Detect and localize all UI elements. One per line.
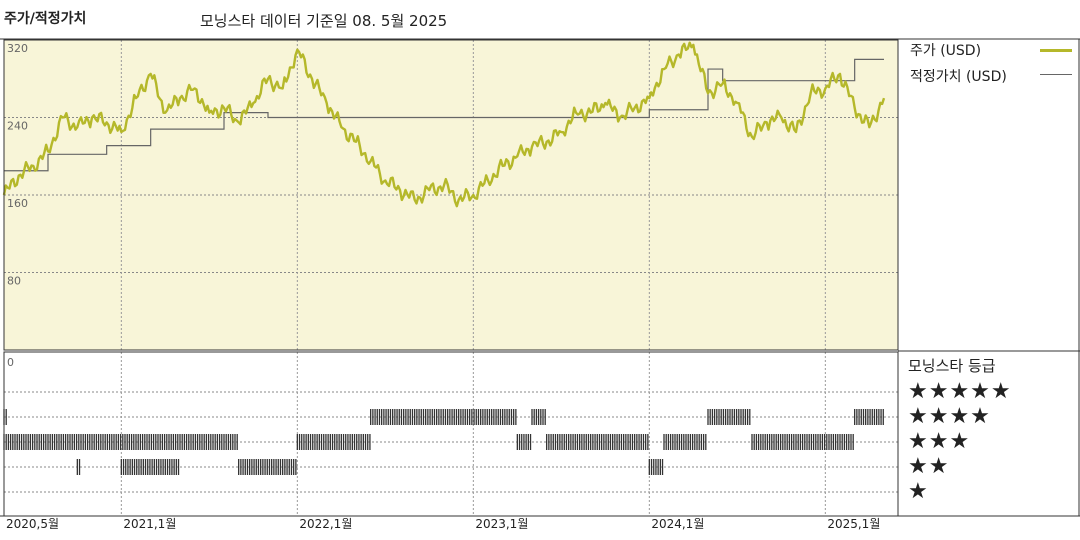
rating-bar	[854, 409, 884, 425]
chart-subtitle: 모닝스타 데이터 기준일 08. 5월 2025	[200, 12, 448, 30]
legend-price: 주가 (USD)	[910, 40, 981, 60]
x-tick-label: 2023,1월	[475, 517, 528, 531]
x-tick-label: 2022,1월	[299, 517, 352, 531]
x-tick-label: 2020,5월	[6, 517, 59, 531]
x-tick-label: 2021,1월	[123, 517, 176, 531]
rating-bar	[648, 459, 664, 475]
rating-bar	[238, 459, 297, 475]
y-tick-label: 160	[7, 197, 28, 210]
fair-value-line	[4, 58, 884, 172]
rating-bar	[370, 409, 517, 425]
y-tick-label: 240	[7, 120, 28, 133]
price-plot-area	[4, 40, 898, 350]
legend-price-label: 주가 (USD)	[910, 43, 982, 59]
rating-4-stars: ★★★★	[908, 404, 991, 429]
legend-fair-label: 적정가치 (USD)	[910, 69, 1007, 85]
y-tick-label: 320	[7, 42, 28, 55]
legend-price-swatch	[1040, 49, 1072, 52]
rating-1-star: ★	[908, 479, 929, 504]
rating-bar	[751, 434, 854, 450]
chart-title: 주가/적정가치	[4, 11, 87, 27]
rating-5-stars: ★★★★★	[908, 379, 1012, 404]
rating-bar	[546, 434, 649, 450]
price-line	[2, 41, 886, 208]
y-tick-label: 80	[7, 275, 21, 288]
rating-bar	[76, 459, 81, 475]
rating-3-stars: ★★★	[908, 429, 971, 454]
rating-bar	[296, 434, 371, 450]
rating-2-stars: ★★	[908, 454, 950, 479]
rating-bar	[531, 409, 546, 425]
legend-fair: 적정가치 (USD)	[910, 66, 1007, 86]
x-tick-label: 2024,1월	[651, 517, 704, 531]
rating-bar	[707, 409, 751, 425]
rating-axis-label: 0	[7, 356, 14, 369]
rating-bar	[663, 434, 707, 450]
x-tick-label: 2025,1월	[827, 517, 880, 531]
rating-title: 모닝스타 등급	[908, 357, 996, 375]
legend-fair-swatch	[1040, 74, 1072, 75]
rating-bar	[516, 434, 532, 450]
price-plot-border	[3, 39, 899, 351]
rating-bar	[3, 434, 238, 450]
rating-bar	[120, 459, 180, 475]
